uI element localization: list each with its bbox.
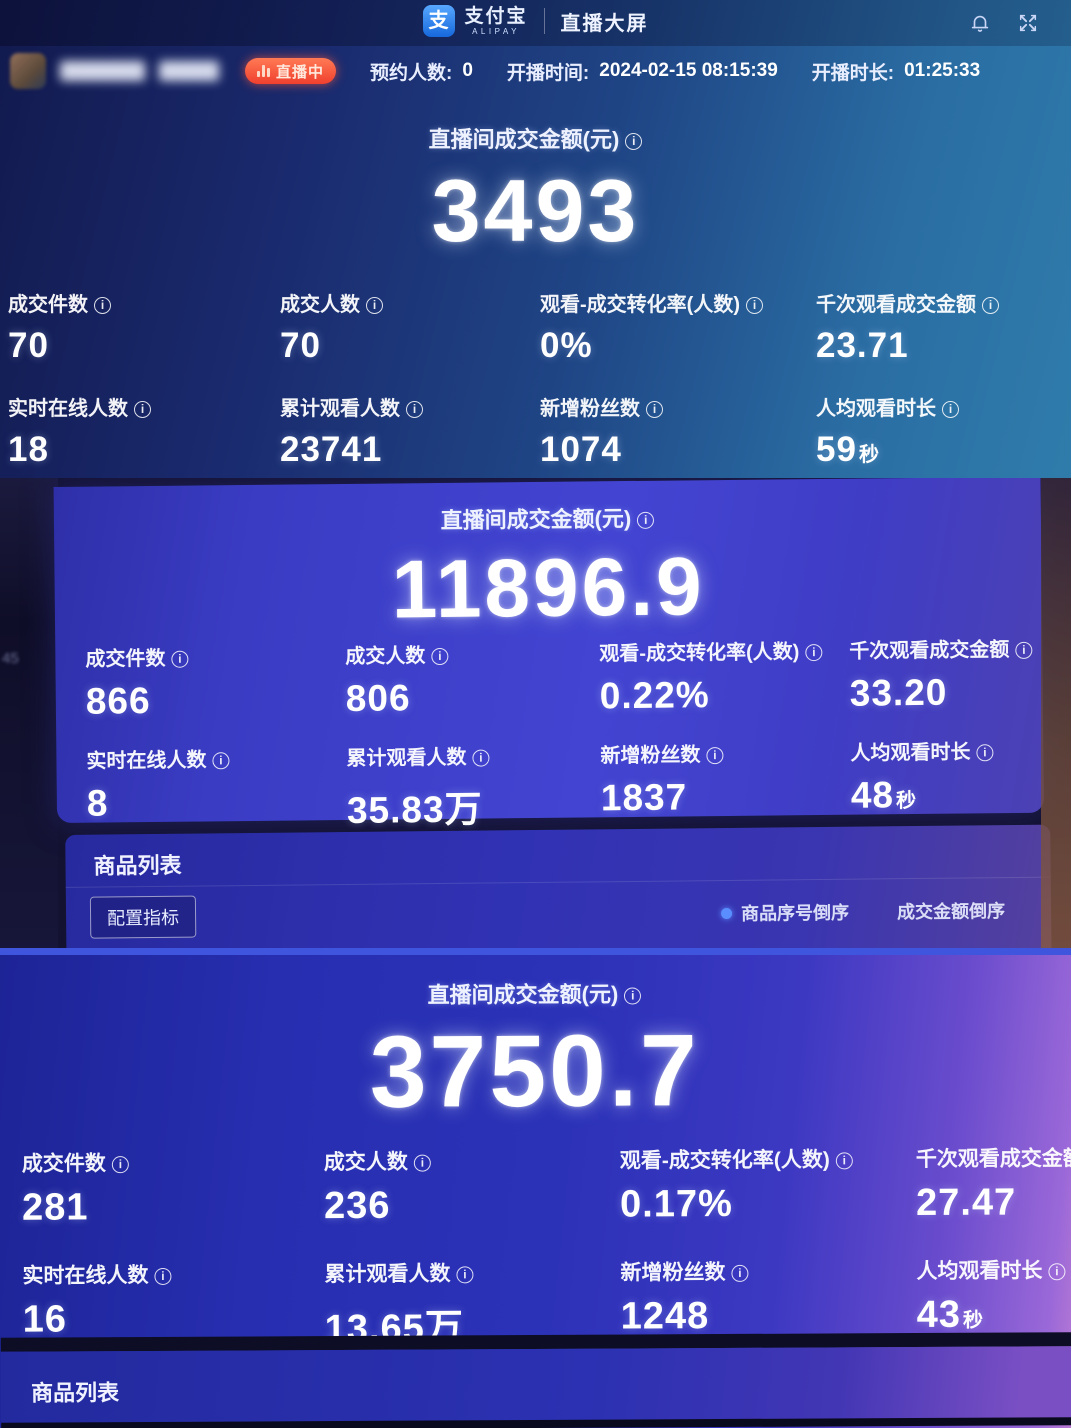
product-list-title: 商品列表 — [93, 852, 182, 879]
top-bar: 支 支付宝 ALIPAY 直播大屏 — [0, 0, 1071, 46]
stats-grid: 成交件数 281 成交人数 236 观看-成交转化率(人数) 0.17% 千次观… — [22, 1142, 1071, 1353]
stat-view-conversion: 观看-成交转化率(人数) 0% — [540, 288, 816, 366]
stat-order-count: 成交件数 866 — [85, 640, 346, 723]
info-icon[interactable] — [706, 747, 724, 765]
stat-total-views: 累计观看人数 23741 — [280, 392, 540, 470]
divider — [543, 8, 545, 34]
screen-bezel: 45 — [0, 478, 58, 955]
info-icon[interactable] — [942, 401, 959, 418]
stat-buyer-count: 成交人数 236 — [324, 1145, 620, 1229]
product-list-title: 商品列表 — [30, 1380, 120, 1406]
dashboard-screen-2: 45 商品列表 配置指标 商品序号倒序 成交金额倒序 直播 — [0, 478, 1071, 955]
duration-label: 开播时长: — [811, 62, 895, 84]
info-icon[interactable] — [406, 401, 423, 418]
product-list-panel: 商品列表 — [0, 1346, 1071, 1424]
divider — [65, 876, 1051, 888]
stat-view-conversion: 观看-成交转化率(人数) 0.22% — [599, 635, 850, 718]
info-icon[interactable] — [745, 297, 763, 314]
info-icon[interactable] — [111, 1156, 129, 1174]
info-icon[interactable] — [624, 987, 642, 1005]
screen-bottom-strip — [0, 948, 1071, 955]
gmv-headline: 直播间成交金额(元) 11896.9 — [54, 497, 1042, 641]
duration-value: 01:25:33 — [904, 60, 981, 81]
live-info-bar: 直播中 预约人数: 0 开播时间: 2024-02-15 08:15:39 开播… — [0, 46, 1071, 96]
streamer-avatar — [10, 53, 46, 89]
info-icon[interactable] — [1048, 1263, 1066, 1281]
start-time-label: 开播时间: — [506, 62, 590, 84]
stat-total-views: 累计观看人数 35.83万 — [346, 739, 601, 834]
stat-new-followers: 新增粉丝数 1074 — [540, 392, 816, 470]
configure-metrics-button[interactable]: 配置指标 — [89, 895, 197, 939]
fullscreen-icon[interactable] — [1017, 12, 1039, 34]
gmv-value: 11896.9 — [391, 541, 706, 636]
info-icon[interactable] — [212, 752, 230, 770]
radio-selected-icon[interactable] — [721, 907, 733, 919]
bell-icon[interactable] — [969, 12, 991, 34]
alipay-logo-icon: 支 — [422, 5, 455, 37]
bar-chart-icon — [257, 65, 270, 77]
stat-online-now: 实时在线人数 18 — [8, 392, 280, 470]
gmv-headline: 直播间成交金额(元) 3493 — [0, 122, 1071, 262]
stat-online-now: 实时在线人数 8 — [86, 742, 347, 837]
stat-order-count: 成交件数 70 — [8, 288, 280, 366]
sort-by-product-index[interactable]: 商品序号倒序 — [721, 899, 849, 926]
info-icon[interactable] — [982, 297, 999, 314]
info-icon[interactable] — [637, 511, 655, 529]
stat-buyer-count: 成交人数 806 — [345, 637, 600, 720]
brand-name-cn: 支付宝 — [464, 5, 528, 27]
gmv-value: 3750.7 — [369, 1013, 701, 1129]
stat-gmv-per-1k-views: 千次观看成交金额 23.71 — [816, 288, 1071, 366]
dashboard-screen-3: 直播间成交金额(元) 3750.7 成交件数 281 成交人数 236 观看-成… — [0, 955, 1071, 1428]
info-icon[interactable] — [431, 647, 449, 666]
stat-gmv-per-1k-views: 千次观看成交金额 33.20 — [849, 633, 1033, 715]
stat-avg-watch-time: 人均观看时长 59秒 — [816, 392, 1071, 470]
background-screen-fragment: 45 — [2, 650, 19, 667]
start-time-value: 2024-02-15 08:15:39 — [599, 60, 778, 81]
info-icon[interactable] — [94, 297, 111, 314]
stat-order-count: 成交件数 281 — [22, 1146, 324, 1230]
stat-new-followers: 新增粉丝数 1837 — [600, 737, 851, 832]
blurred-username — [159, 61, 219, 81]
info-icon[interactable] — [646, 401, 663, 418]
info-icon[interactable] — [366, 297, 383, 314]
gmv-headline: 直播间成交金额(元) 3750.7 — [0, 974, 1071, 1133]
dashboard-screen-1: 支 支付宝 ALIPAY 直播大屏 — [0, 0, 1071, 478]
product-list-panel: 商品列表 配置指标 商品序号倒序 成交金额倒序 — [65, 824, 1052, 955]
photo-edge-glow — [1041, 478, 1071, 955]
stat-buyer-count: 成交人数 70 — [280, 288, 540, 366]
info-icon[interactable] — [456, 1266, 474, 1284]
stat-gmv-per-1k-views: 千次观看成交金额 27.47 — [915, 1147, 1071, 1225]
info-icon[interactable] — [805, 643, 823, 662]
stat-view-conversion: 观看-成交转化率(人数) 0.17% — [620, 1143, 916, 1227]
reserve-count-label: 预约人数: — [370, 62, 453, 84]
info-icon[interactable] — [413, 1154, 431, 1172]
info-icon[interactable] — [976, 744, 994, 762]
info-icon[interactable] — [625, 133, 643, 150]
info-icon[interactable] — [731, 1264, 749, 1282]
stats-grid: 成交件数 866 成交人数 806 观看-成交转化率(人数) 0.22% 千次观… — [85, 633, 1034, 837]
stats-grid: 成交件数 70 成交人数 70 观看-成交转化率(人数) 0% 千次观看成交金额… — [8, 288, 1071, 470]
info-icon[interactable] — [154, 1267, 172, 1285]
sort-by-gmv[interactable]: 成交金额倒序 — [896, 901, 1006, 923]
brand-name-en: ALIPAY — [472, 26, 520, 36]
brand: 支 支付宝 ALIPAY 直播大屏 — [422, 5, 648, 37]
gmv-value: 3493 — [431, 161, 640, 260]
page-title: 直播大屏 — [560, 12, 649, 35]
info-icon[interactable] — [171, 650, 189, 668]
stat-avg-watch-time: 人均观看时长 48秒 — [850, 735, 1034, 829]
reserve-count-value: 0 — [462, 60, 473, 81]
live-status-badge: 直播中 — [245, 58, 337, 84]
blurred-username — [60, 61, 145, 81]
info-icon[interactable] — [472, 749, 490, 767]
sort-options: 商品序号倒序 成交金额倒序 — [721, 897, 1005, 926]
info-icon[interactable] — [835, 1152, 853, 1170]
info-icon[interactable] — [134, 401, 151, 418]
info-icon[interactable] — [1015, 641, 1033, 659]
